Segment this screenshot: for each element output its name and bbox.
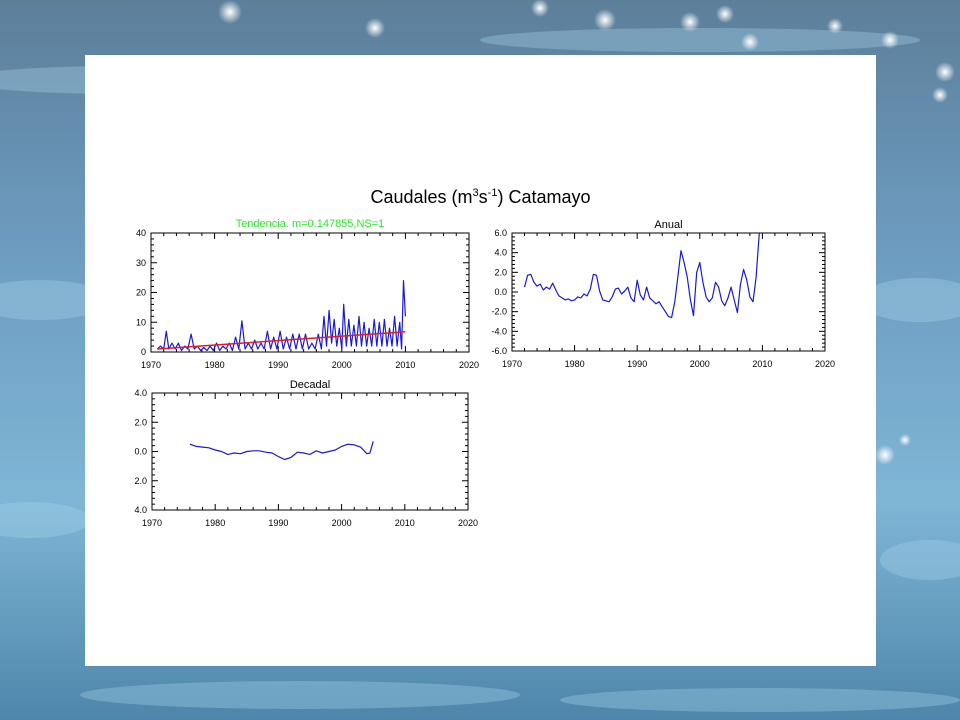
charts-canvas: 1970 1980 1990 2000 2010 2020 0 10 20 30 40 Tendenc… bbox=[134, 218, 835, 528]
annual-y-tick-label: 2.0 bbox=[494, 267, 507, 277]
annual-y-tick-label: 0.0 bbox=[494, 287, 507, 297]
decadal-y-tick-label: 2.0 bbox=[134, 417, 147, 427]
monthly-trend-line bbox=[157, 331, 406, 350]
monthly-x-tick-label: 1990 bbox=[268, 360, 288, 370]
annual-x-tick-label: 2020 bbox=[815, 359, 835, 369]
page-title: Caudales (m3s-1) Catamayo bbox=[370, 187, 591, 207]
monthly-y-tick-label: 40 bbox=[136, 228, 146, 238]
decadal-x-tick-label: 1970 bbox=[142, 518, 162, 528]
monthly-y-tick-label: 0 bbox=[141, 347, 146, 357]
monthly-x-tick-label: 2000 bbox=[332, 360, 352, 370]
monthly-x-tick-label: 2020 bbox=[459, 360, 479, 370]
decadal-chart: 1970 1980 1990 2000 2010 2020 4.0 2.0 0.0 2.0 4.0 D… bbox=[134, 379, 478, 528]
monthly-y-tick-label: 30 bbox=[136, 258, 146, 268]
slide-panel: Caudales (m3s-1) Catamayo 1970 1980 1990 20… bbox=[85, 55, 876, 666]
decadal-y-tick-label: 4.0 bbox=[134, 388, 147, 398]
monthly-x-tick-label: 1980 bbox=[205, 360, 225, 370]
monthly-x-tick-label: 2010 bbox=[395, 360, 415, 370]
decadal-plot-frame bbox=[151, 392, 469, 511]
annual-x-tick-label: 2010 bbox=[752, 359, 772, 369]
annual-x-tick-label: 1990 bbox=[627, 359, 647, 369]
decadal-series-line bbox=[189, 441, 374, 461]
decadal-x-tick-label: 2010 bbox=[395, 518, 415, 528]
monthly-y-tick-label: 10 bbox=[136, 317, 146, 327]
decadal-x-tick-label: 2020 bbox=[458, 518, 478, 528]
decadal-x-tick-label: 1990 bbox=[268, 518, 288, 528]
monthly-x-tick-label: 1970 bbox=[141, 360, 161, 370]
decadal-x-tick-label: 1980 bbox=[205, 518, 225, 528]
decadal-chart-title: Decadal bbox=[290, 379, 330, 391]
annual-x-tick-label: 1980 bbox=[565, 359, 585, 369]
monthly-series-line bbox=[156, 280, 406, 352]
monthly-trend-annotation: Tendencia. m=0.147855,NS=1 bbox=[236, 218, 385, 230]
annual-y-tick-label: 4.0 bbox=[494, 248, 507, 258]
decadal-y-tick-label: 0.0 bbox=[134, 447, 147, 457]
decadal-y-tick-label: 4.0 bbox=[134, 505, 147, 515]
annual-plot-frame bbox=[511, 232, 826, 352]
decadal-y-tick-label: 2.0 bbox=[134, 476, 147, 486]
annual-x-tick-label: 2000 bbox=[690, 359, 710, 369]
annual-y-tick-label: -2.0 bbox=[491, 307, 507, 317]
decadal-x-tick-label: 2000 bbox=[332, 518, 352, 528]
annual-x-tick-label: 1970 bbox=[502, 359, 522, 369]
annual-chart-title: Anual bbox=[654, 219, 682, 231]
annual-y-tick-label: 6.0 bbox=[494, 228, 507, 238]
monthly-y-tick-label: 20 bbox=[136, 288, 146, 298]
annual-chart: 1970 1980 1990 2000 2010 2020 -6.0 -4.0 -2.0 0.0 2… bbox=[491, 219, 835, 369]
monthly-chart: 1970 1980 1990 2000 2010 2020 0 10 20 30 40 Tendenc… bbox=[136, 218, 479, 370]
annual-series-line bbox=[523, 232, 760, 319]
annual-y-tick-label: -6.0 bbox=[491, 346, 507, 356]
monthly-plot-frame bbox=[150, 232, 470, 353]
annual-y-tick-label: -4.0 bbox=[491, 326, 507, 336]
